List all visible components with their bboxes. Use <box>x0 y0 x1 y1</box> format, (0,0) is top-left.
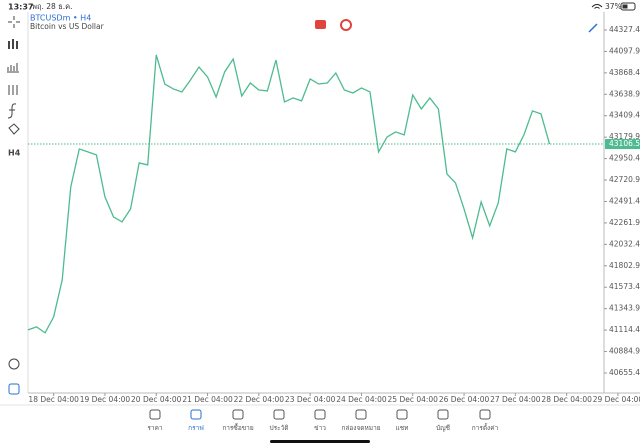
last-price-label: 43106.51 <box>609 139 640 148</box>
nav-label[interactable]: แชท <box>396 424 409 432</box>
function-tool[interactable] <box>7 103 17 119</box>
nav-icon[interactable] <box>437 409 449 420</box>
x-tick-label: 28 Dec 04:00 <box>541 395 592 404</box>
y-tick-label: 40884.90 <box>609 347 640 356</box>
battery-level <box>622 4 628 9</box>
y-tick-label: 42720.90 <box>609 175 640 184</box>
x-tick-label: 23 Dec 04:00 <box>285 395 336 404</box>
nav-icon[interactable] <box>149 409 161 420</box>
x-tick-label: 25 Dec 04:00 <box>388 395 439 404</box>
nav-icon[interactable] <box>355 409 367 420</box>
nav-icon[interactable] <box>232 409 244 420</box>
nav-label[interactable]: การตั้งค่า <box>472 423 499 432</box>
x-tick-label: 29 Dec 04:00 <box>593 395 640 404</box>
nav-icon[interactable] <box>190 409 202 420</box>
x-tick-label: 22 Dec 04:00 <box>234 395 285 404</box>
flag-icon[interactable] <box>315 20 326 29</box>
y-tick-label: 41343.90 <box>609 304 640 313</box>
nav-label[interactable]: ประวัติ <box>270 424 289 432</box>
x-tick-label: 26 Dec 04:00 <box>439 395 490 404</box>
y-tick-label: 42261.90 <box>609 218 640 227</box>
price-line <box>27 54 551 334</box>
nav-icon[interactable] <box>314 409 326 420</box>
nav-icon[interactable] <box>479 409 491 420</box>
y-tick-label: 41573.40 <box>609 282 640 291</box>
account-tool[interactable] <box>8 383 20 395</box>
y-tick-label: 41802.90 <box>609 261 640 270</box>
y-tick-label: 43409.40 <box>609 111 640 120</box>
x-tick-label: 18 Dec 04:00 <box>28 395 79 404</box>
y-tick-label: 44097.90 <box>609 46 640 55</box>
symbol-description: Bitcoin vs US Dollar <box>30 22 105 31</box>
toolbar <box>7 16 20 395</box>
nav-icon[interactable] <box>273 409 285 420</box>
last-price-box <box>605 139 640 150</box>
status-battery: 37% <box>605 2 622 11</box>
y-tick-label: 43638.90 <box>609 89 640 98</box>
symbol: BTCUSDm • H4 <box>30 14 91 23</box>
chart-type-tool[interactable] <box>8 39 18 49</box>
crosshair-tool[interactable] <box>8 16 20 28</box>
nav-label[interactable]: กราฟ <box>188 424 204 432</box>
y-tick-label: 42491.40 <box>609 196 640 205</box>
y-tick-label: 41114.40 <box>609 325 640 334</box>
trade-icon[interactable] <box>340 19 352 31</box>
nav-label[interactable]: ข่าว <box>314 424 326 432</box>
y-tick-label: 44327.40 <box>609 25 640 34</box>
home-indicator <box>270 440 370 443</box>
status-time: 13:37 <box>8 3 33 12</box>
nav-label[interactable]: การซื้อขาย <box>222 423 253 432</box>
y-tick-label: 43179.90 <box>609 132 640 141</box>
objects-tool[interactable] <box>8 123 20 135</box>
x-tick-label: 27 Dec 04:00 <box>490 395 541 404</box>
zoom-tool[interactable] <box>8 358 20 370</box>
nav-icon[interactable] <box>396 409 408 420</box>
status-date: พฤ. 28 ธ.ค. <box>32 2 73 11</box>
x-tick-label: 19 Dec 04:00 <box>80 395 131 404</box>
y-tick-label: 42032.40 <box>609 239 640 248</box>
indicators-tool[interactable] <box>7 63 19 73</box>
y-tick-label: 43868.40 <box>609 68 640 77</box>
nav-label[interactable]: บัญชี <box>436 424 451 432</box>
y-tick-label: 40655.40 <box>609 368 640 377</box>
x-tick-label: 21 Dec 04:00 <box>182 395 233 404</box>
x-tick-label: 20 Dec 04:00 <box>131 395 182 404</box>
y-tick-label: 42950.40 <box>609 154 640 163</box>
battery-icon <box>620 2 636 11</box>
x-tick-label: 24 Dec 04:00 <box>336 395 387 404</box>
nav-label[interactable]: ราคา <box>147 424 162 432</box>
wifi-icon <box>591 4 603 9</box>
draw-tool[interactable] <box>588 23 598 33</box>
settings-tool[interactable] <box>8 85 18 95</box>
nav-label[interactable]: กล่องจดหมาย <box>341 424 380 432</box>
timeframe[interactable]: H4 <box>8 149 21 158</box>
